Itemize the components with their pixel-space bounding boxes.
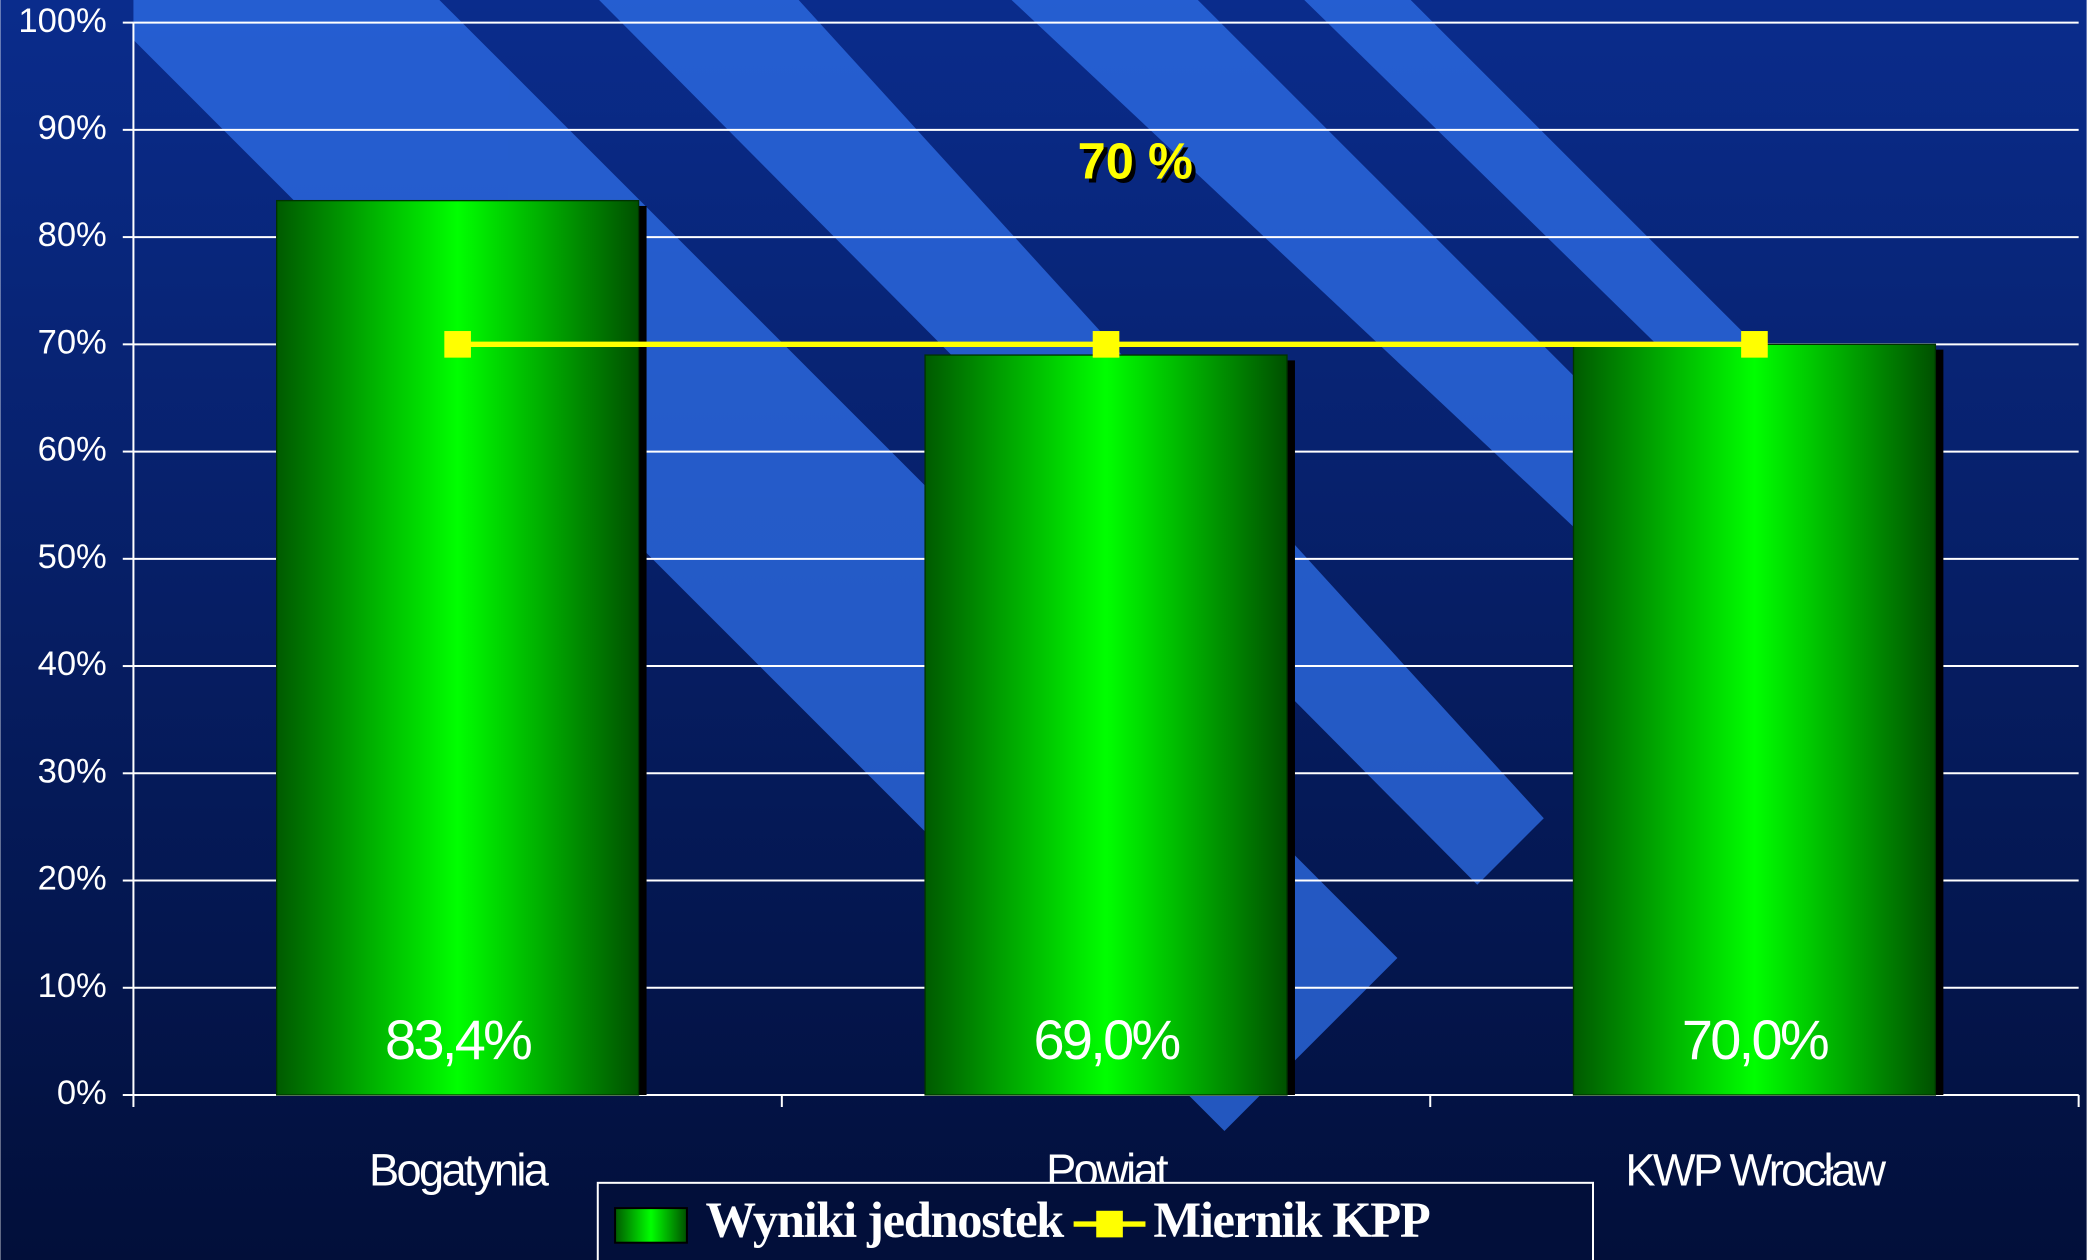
bar — [924, 354, 1288, 1096]
x-tick-label: KWP Wrocław — [1625, 1144, 1886, 1195]
annotation: 70 % — [1078, 132, 1193, 189]
legend-label: Wyniki jednostek — [706, 1192, 1066, 1248]
y-tick-label: 60% — [38, 431, 107, 469]
value-label: 83,4% — [385, 1008, 531, 1071]
y-tick-label: 100% — [18, 2, 106, 40]
x-tick-label: Bogatynia — [369, 1144, 550, 1195]
line-marker — [1092, 331, 1120, 358]
y-tick-label: 50% — [38, 538, 107, 576]
y-tick-label: 80% — [38, 216, 107, 254]
y-tick-label: 70% — [38, 323, 107, 361]
y-tick-label: 10% — [38, 967, 107, 1005]
y-tick-label: 20% — [38, 860, 107, 898]
legend-label: Miernik KPP — [1153, 1192, 1429, 1248]
y-tick-label: 0% — [57, 1074, 107, 1112]
legend-marker — [1096, 1210, 1123, 1238]
legend-swatch — [614, 1207, 688, 1244]
line-marker — [1741, 331, 1768, 358]
y-tick-label: 90% — [38, 109, 107, 147]
y-tick-label: 30% — [38, 752, 107, 790]
y-tick-label: 40% — [38, 645, 107, 683]
annotation: 70 % — [1082, 136, 1197, 193]
value-label: 70,0% — [1682, 1008, 1828, 1071]
bar — [1572, 343, 1937, 1096]
value-label: 69,0% — [1033, 1008, 1179, 1071]
line-marker — [444, 331, 471, 358]
